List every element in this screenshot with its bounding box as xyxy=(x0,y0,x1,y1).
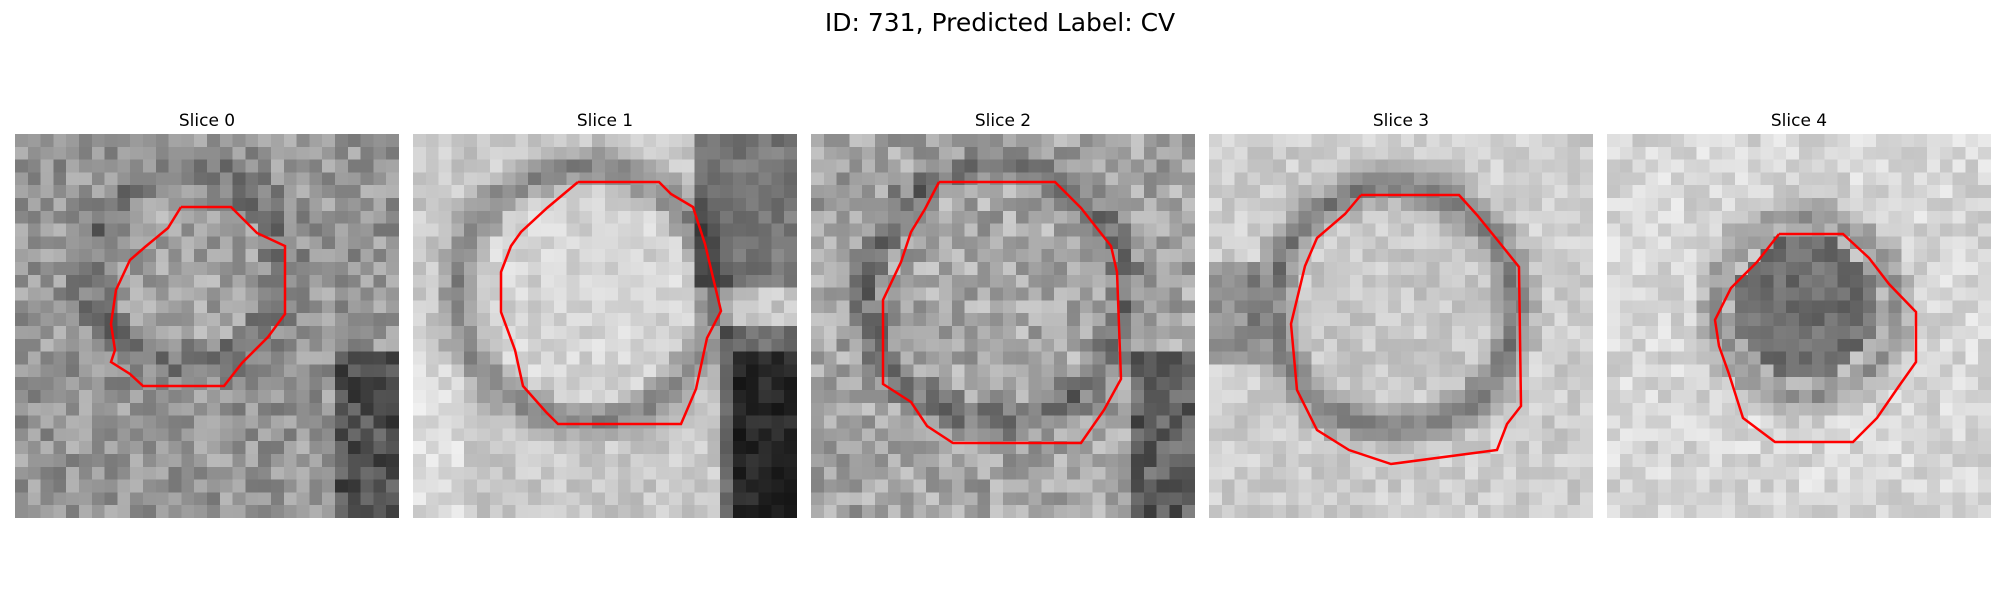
slice-image xyxy=(413,134,797,518)
segmentation-contour xyxy=(1289,193,1523,466)
slice-panel-1: Slice 1 xyxy=(413,108,797,518)
slice-title: Slice 1 xyxy=(576,111,634,131)
contour-overlay xyxy=(1289,193,1523,466)
slice-panel-4: Slice 4 xyxy=(1607,108,1991,518)
slice-panel-0: Slice 0 xyxy=(15,108,399,518)
contour-overlay xyxy=(499,180,723,426)
segmentation-contour xyxy=(881,180,1123,445)
slice-title: Slice 4 xyxy=(1770,111,1828,131)
slice-image xyxy=(811,134,1195,518)
grayscale-image xyxy=(811,134,1195,518)
segmentation-contour xyxy=(499,180,723,426)
slice-panel-2: Slice 2 xyxy=(811,108,1195,518)
grayscale-image xyxy=(15,134,399,518)
contour-overlay xyxy=(881,180,1123,445)
slice-title: Slice 0 xyxy=(178,111,236,131)
slice-panel-3: Slice 3 xyxy=(1209,108,1593,518)
contour-overlay xyxy=(1713,232,1918,444)
grayscale-image xyxy=(1209,134,1593,518)
contour-overlay xyxy=(109,205,287,388)
slice-image xyxy=(1209,134,1593,518)
slice-title: Slice 3 xyxy=(1372,111,1430,131)
slice-title: Slice 2 xyxy=(974,111,1032,131)
figure-title: ID: 731, Predicted Label: CV xyxy=(824,8,1176,37)
segmentation-contour xyxy=(1713,232,1918,444)
slice-image xyxy=(1607,134,1991,518)
segmentation-contour xyxy=(109,205,287,388)
grayscale-image xyxy=(1607,134,1991,518)
grayscale-image xyxy=(413,134,797,518)
slice-image xyxy=(15,134,399,518)
